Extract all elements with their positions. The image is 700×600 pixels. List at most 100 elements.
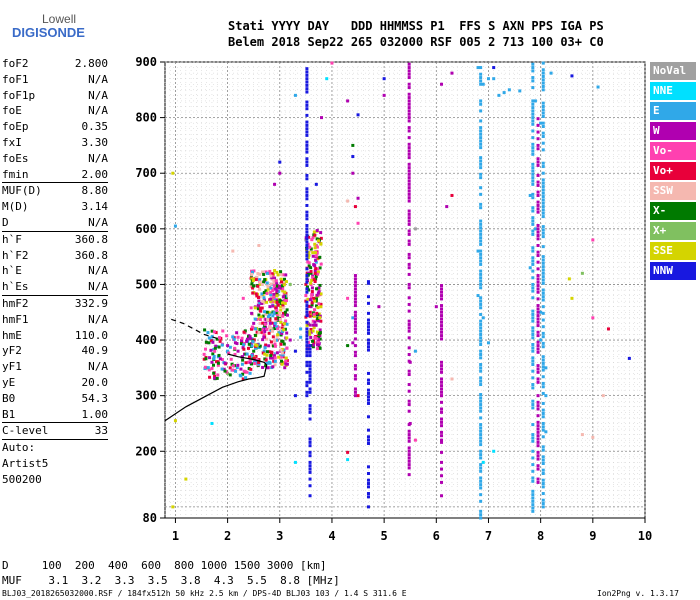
echo-point	[274, 279, 278, 283]
echo-point	[282, 292, 286, 296]
echo-point	[262, 349, 266, 353]
echo-point	[315, 337, 319, 341]
echo-point	[305, 250, 309, 254]
echo-point	[366, 495, 370, 499]
echo-point	[531, 179, 535, 183]
echo-point	[531, 196, 535, 200]
echo-point	[544, 394, 548, 398]
echo-point	[479, 159, 483, 163]
echo-point	[541, 295, 545, 299]
echo-point	[479, 336, 483, 340]
echo-point	[262, 335, 266, 339]
echo-point	[407, 126, 411, 130]
echo-point	[531, 129, 535, 133]
echo-point	[240, 362, 244, 366]
echo-point	[273, 342, 277, 346]
echo-point	[265, 283, 269, 287]
echo-point	[440, 430, 444, 434]
echo-point	[407, 106, 411, 110]
param-row-b0: B0 54.3	[2, 391, 108, 407]
echo-point	[407, 86, 411, 90]
echo-point	[204, 340, 208, 344]
echo-point	[536, 480, 540, 484]
echo-point	[266, 366, 270, 370]
echo-point	[531, 152, 535, 156]
echo-point	[273, 321, 277, 325]
panel-divider	[2, 294, 108, 296]
echo-point	[212, 371, 216, 375]
echo-point	[531, 463, 535, 467]
echo-point	[317, 337, 321, 341]
echo-point	[541, 258, 545, 262]
echo-point	[479, 509, 483, 513]
echo-point	[258, 306, 262, 310]
echo-point	[541, 281, 545, 285]
echo-point	[313, 299, 317, 303]
echo-point	[541, 415, 545, 419]
echo-point	[541, 358, 545, 362]
echo-point	[272, 276, 276, 280]
param-row-foep: foEp 0.35	[2, 119, 108, 135]
echo-point	[407, 446, 411, 450]
echo-point	[541, 71, 545, 75]
echo-point	[407, 146, 411, 150]
echo-point	[311, 319, 315, 323]
param-row-clevel: C-level 33	[2, 423, 108, 439]
echo-point	[479, 416, 483, 420]
echo-point	[267, 331, 271, 335]
echo-point	[353, 274, 357, 278]
param-row-fxi: fxI 3.30	[2, 135, 108, 151]
echo-point	[479, 476, 483, 480]
echo-point	[479, 136, 483, 140]
echo-point	[606, 327, 610, 331]
echo-point	[366, 371, 370, 375]
echo-point	[265, 353, 269, 357]
echo-point	[262, 301, 266, 305]
echo-point	[541, 61, 545, 65]
param-row-foe: foE N/A	[2, 103, 108, 119]
echo-point	[305, 394, 309, 398]
x-tick-label: 2	[224, 529, 231, 543]
echo-point	[213, 374, 217, 378]
echo-point	[263, 329, 267, 333]
echo-point	[258, 327, 262, 331]
echo-point	[536, 287, 540, 291]
param-row-hf2: h`F2 360.8	[2, 248, 108, 264]
echo-point	[366, 472, 370, 476]
param-row-yf1: yF1 N/A	[2, 359, 108, 375]
echo-point	[316, 335, 320, 339]
echo-point	[319, 231, 323, 235]
echo-point	[245, 339, 249, 343]
echo-point	[407, 329, 411, 333]
echo-point	[305, 90, 309, 94]
echo-point	[536, 394, 540, 398]
echo-point	[536, 364, 540, 368]
echo-point	[479, 516, 483, 520]
echo-point	[541, 231, 545, 235]
echo-point	[353, 280, 357, 284]
echo-point	[531, 166, 535, 170]
echo-point	[283, 301, 287, 305]
echo-point	[203, 365, 207, 369]
echo-point	[265, 361, 269, 365]
echo-point	[407, 466, 411, 470]
echo-point	[318, 328, 322, 332]
echo-point	[273, 359, 277, 363]
echo-point	[536, 234, 540, 238]
echo-point	[536, 344, 540, 348]
echo-point	[479, 206, 483, 210]
echo-point	[293, 349, 297, 353]
echo-point	[407, 62, 411, 66]
echo-point	[231, 335, 235, 339]
echo-point	[310, 293, 314, 297]
echo-point	[281, 287, 285, 291]
echo-point	[268, 321, 272, 325]
echo-point	[214, 344, 218, 348]
echo-point	[536, 137, 540, 141]
echo-point	[305, 254, 309, 258]
echo-point	[536, 227, 540, 231]
echo-point	[531, 219, 535, 223]
echo-point	[305, 213, 309, 217]
param-row-hf: h`F 360.8	[2, 232, 108, 248]
echo-point	[252, 284, 256, 288]
